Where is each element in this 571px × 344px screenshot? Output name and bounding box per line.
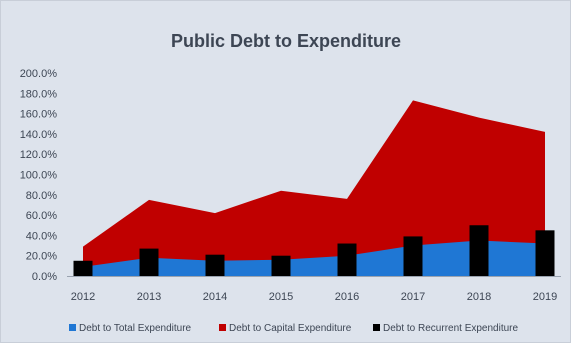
- bar-2014: [205, 254, 225, 276]
- chart-title: Public Debt to Expenditure: [171, 31, 401, 51]
- y-tick-label: 200.0%: [20, 68, 58, 80]
- y-axis: 0.0% 20.0% 40.0% 60.0% 80.0% 100.0% 120.0% 140.…: [20, 68, 58, 283]
- area-series-1: [83, 100, 545, 276]
- x-tick-label: 2013: [137, 291, 161, 303]
- y-tick-label: 180.0%: [20, 88, 58, 100]
- bar-2016: [337, 243, 357, 276]
- plot-areas: [83, 100, 545, 276]
- legend-label-1: Debt to Capital Expenditure: [229, 323, 352, 334]
- y-tick-label: 100.0%: [20, 170, 58, 182]
- bar-2015: [271, 255, 291, 276]
- x-axis: 2012 2013 2014 2015 2016 2017 2018 2019: [67, 276, 561, 303]
- bar-2018: [469, 225, 489, 276]
- x-tick-label: 2016: [335, 291, 359, 303]
- y-tick-label: 140.0%: [20, 129, 58, 141]
- y-tick-label: 0.0%: [32, 271, 57, 283]
- y-tick-label: 20.0%: [26, 251, 57, 263]
- legend-swatch-1: [219, 324, 226, 331]
- area-series-0: [83, 240, 545, 276]
- y-tick-label: 120.0%: [20, 149, 58, 161]
- bar-2012: [73, 260, 93, 276]
- legend-label-0: Debt to Total Expenditure: [79, 323, 192, 334]
- y-tick-label: 40.0%: [26, 230, 57, 242]
- x-tick-label: 2014: [203, 291, 227, 303]
- bar-2017: [403, 236, 423, 276]
- legend-label-2: Debt to Recurrent Expenditure: [383, 323, 519, 334]
- plot-bars: [73, 225, 555, 276]
- y-tick-label: 160.0%: [20, 109, 58, 121]
- x-tick-label: 2018: [467, 291, 491, 303]
- x-tick-label: 2017: [401, 291, 425, 303]
- x-tick-label: 2019: [533, 291, 557, 303]
- x-tick-label: 2012: [71, 291, 95, 303]
- y-tick-label: 80.0%: [26, 190, 57, 202]
- legend-swatch-2: [373, 324, 380, 331]
- y-tick-label: 60.0%: [26, 210, 57, 222]
- bar-2013: [139, 248, 159, 276]
- bar-2019: [535, 230, 555, 276]
- legend-swatch-0: [69, 324, 76, 331]
- legend: Debt to Total Expenditure Debt to Capital…: [69, 323, 519, 334]
- x-tick-label: 2015: [269, 291, 293, 303]
